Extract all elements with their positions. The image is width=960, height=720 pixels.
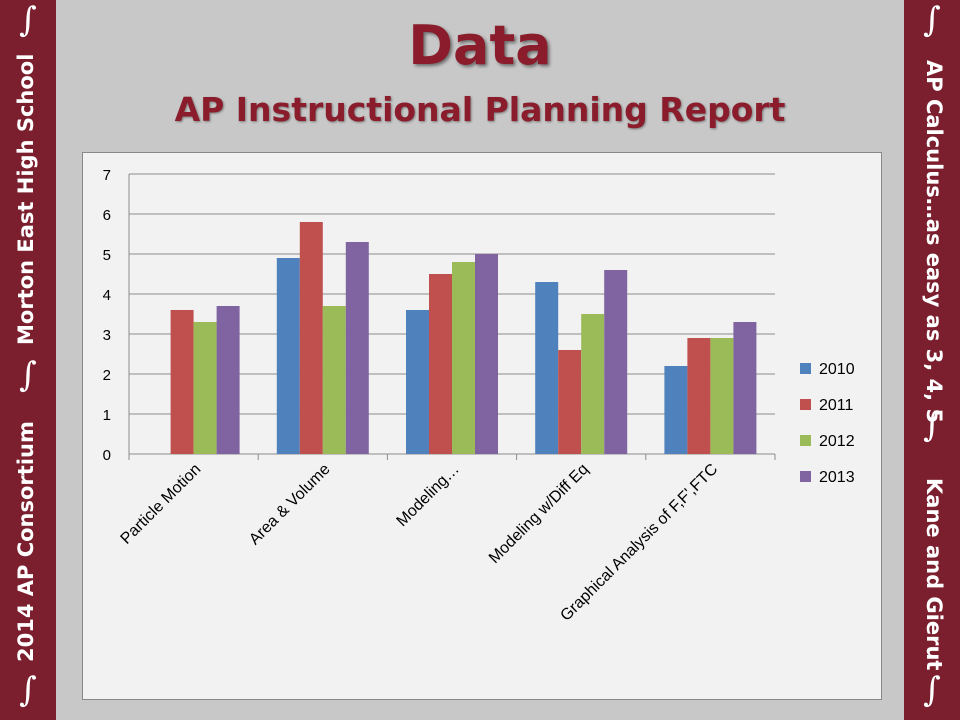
y-tick-label: 7 [103, 167, 111, 184]
integral-symbol-bottom-right: ∫ [923, 670, 941, 710]
bar-2013-3 [604, 270, 628, 454]
bar-2012-0 [193, 322, 217, 454]
legend-label-2011: 2011 [819, 397, 854, 414]
bar-2011-2 [429, 274, 452, 454]
y-tick-label: 4 [103, 287, 111, 304]
bar-2013-4 [733, 322, 757, 454]
legend-swatch-2012 [800, 435, 811, 446]
bar-2013-1 [345, 242, 369, 454]
x-category-label: Graphical Analysis of F,F',FTC [557, 461, 721, 625]
y-tick-label: 1 [103, 407, 111, 424]
bar-chart: 0 1 2 3 4 5 6 7 Particle Motion Area & Volume Mode… [103, 167, 855, 625]
bar-2012-2 [452, 262, 475, 454]
consortium-label: 2014 AP Consortium [14, 421, 38, 662]
y-tick-label: 0 [103, 447, 111, 464]
bar-2010-4 [664, 366, 688, 454]
bar-2010-1 [276, 258, 300, 454]
y-tick-label: 2 [103, 367, 111, 384]
integral-symbol-mid-right: ∫ [923, 405, 941, 445]
bar-2011-1 [299, 222, 323, 454]
integral-symbol-top-left: ∫ [19, 0, 37, 40]
left-sidebar: ∫ Morton East High School ∫ 2014 AP Cons… [0, 0, 56, 720]
integral-symbol-bottom-left: ∫ [19, 670, 37, 710]
bar-2011-0 [170, 310, 194, 454]
y-tick-label: 6 [103, 207, 111, 224]
bar-2011-4 [687, 338, 711, 454]
bar-2012-1 [322, 306, 346, 454]
bar-2012-3 [581, 314, 605, 454]
legend-swatch-2011 [800, 399, 811, 410]
bar-2013-2 [475, 254, 498, 454]
right-sidebar: ∫ AP Calculus…as easy as 3, 4, 5 ∫ Kane … [904, 0, 960, 720]
legend-swatch-2010 [800, 363, 811, 374]
slide-title: Data [408, 14, 552, 77]
integral-symbol-top-right: ∫ [923, 0, 941, 40]
legend-label-2010: 2010 [819, 361, 855, 378]
x-category-label: Modeling w/Diff Eq [486, 461, 592, 567]
x-category-label: Modeling… [394, 461, 463, 530]
y-tick-label: 5 [103, 247, 111, 264]
bar-2010-3 [535, 282, 559, 454]
legend-swatch-2013 [800, 471, 811, 482]
chart-area: 0 1 2 3 4 5 6 7 Particle Motion Area & Volume Mode… [82, 152, 882, 700]
bar-2011-3 [558, 350, 582, 454]
authors-label: Kane and Gierut [922, 478, 946, 671]
legend-label-2013: 2013 [819, 469, 855, 486]
legend-label-2012: 2012 [819, 433, 855, 450]
integral-symbol-mid-left: ∫ [19, 355, 37, 395]
bar-2010-2 [406, 310, 429, 454]
bar-2013-0 [216, 306, 240, 454]
bar-2012-4 [710, 338, 734, 454]
y-tick-label: 3 [103, 327, 111, 344]
x-category-label: Particle Motion [118, 461, 205, 548]
slide-subtitle: AP Instructional Planning Report [174, 90, 786, 129]
x-category-label: Area & Volume [246, 461, 334, 549]
